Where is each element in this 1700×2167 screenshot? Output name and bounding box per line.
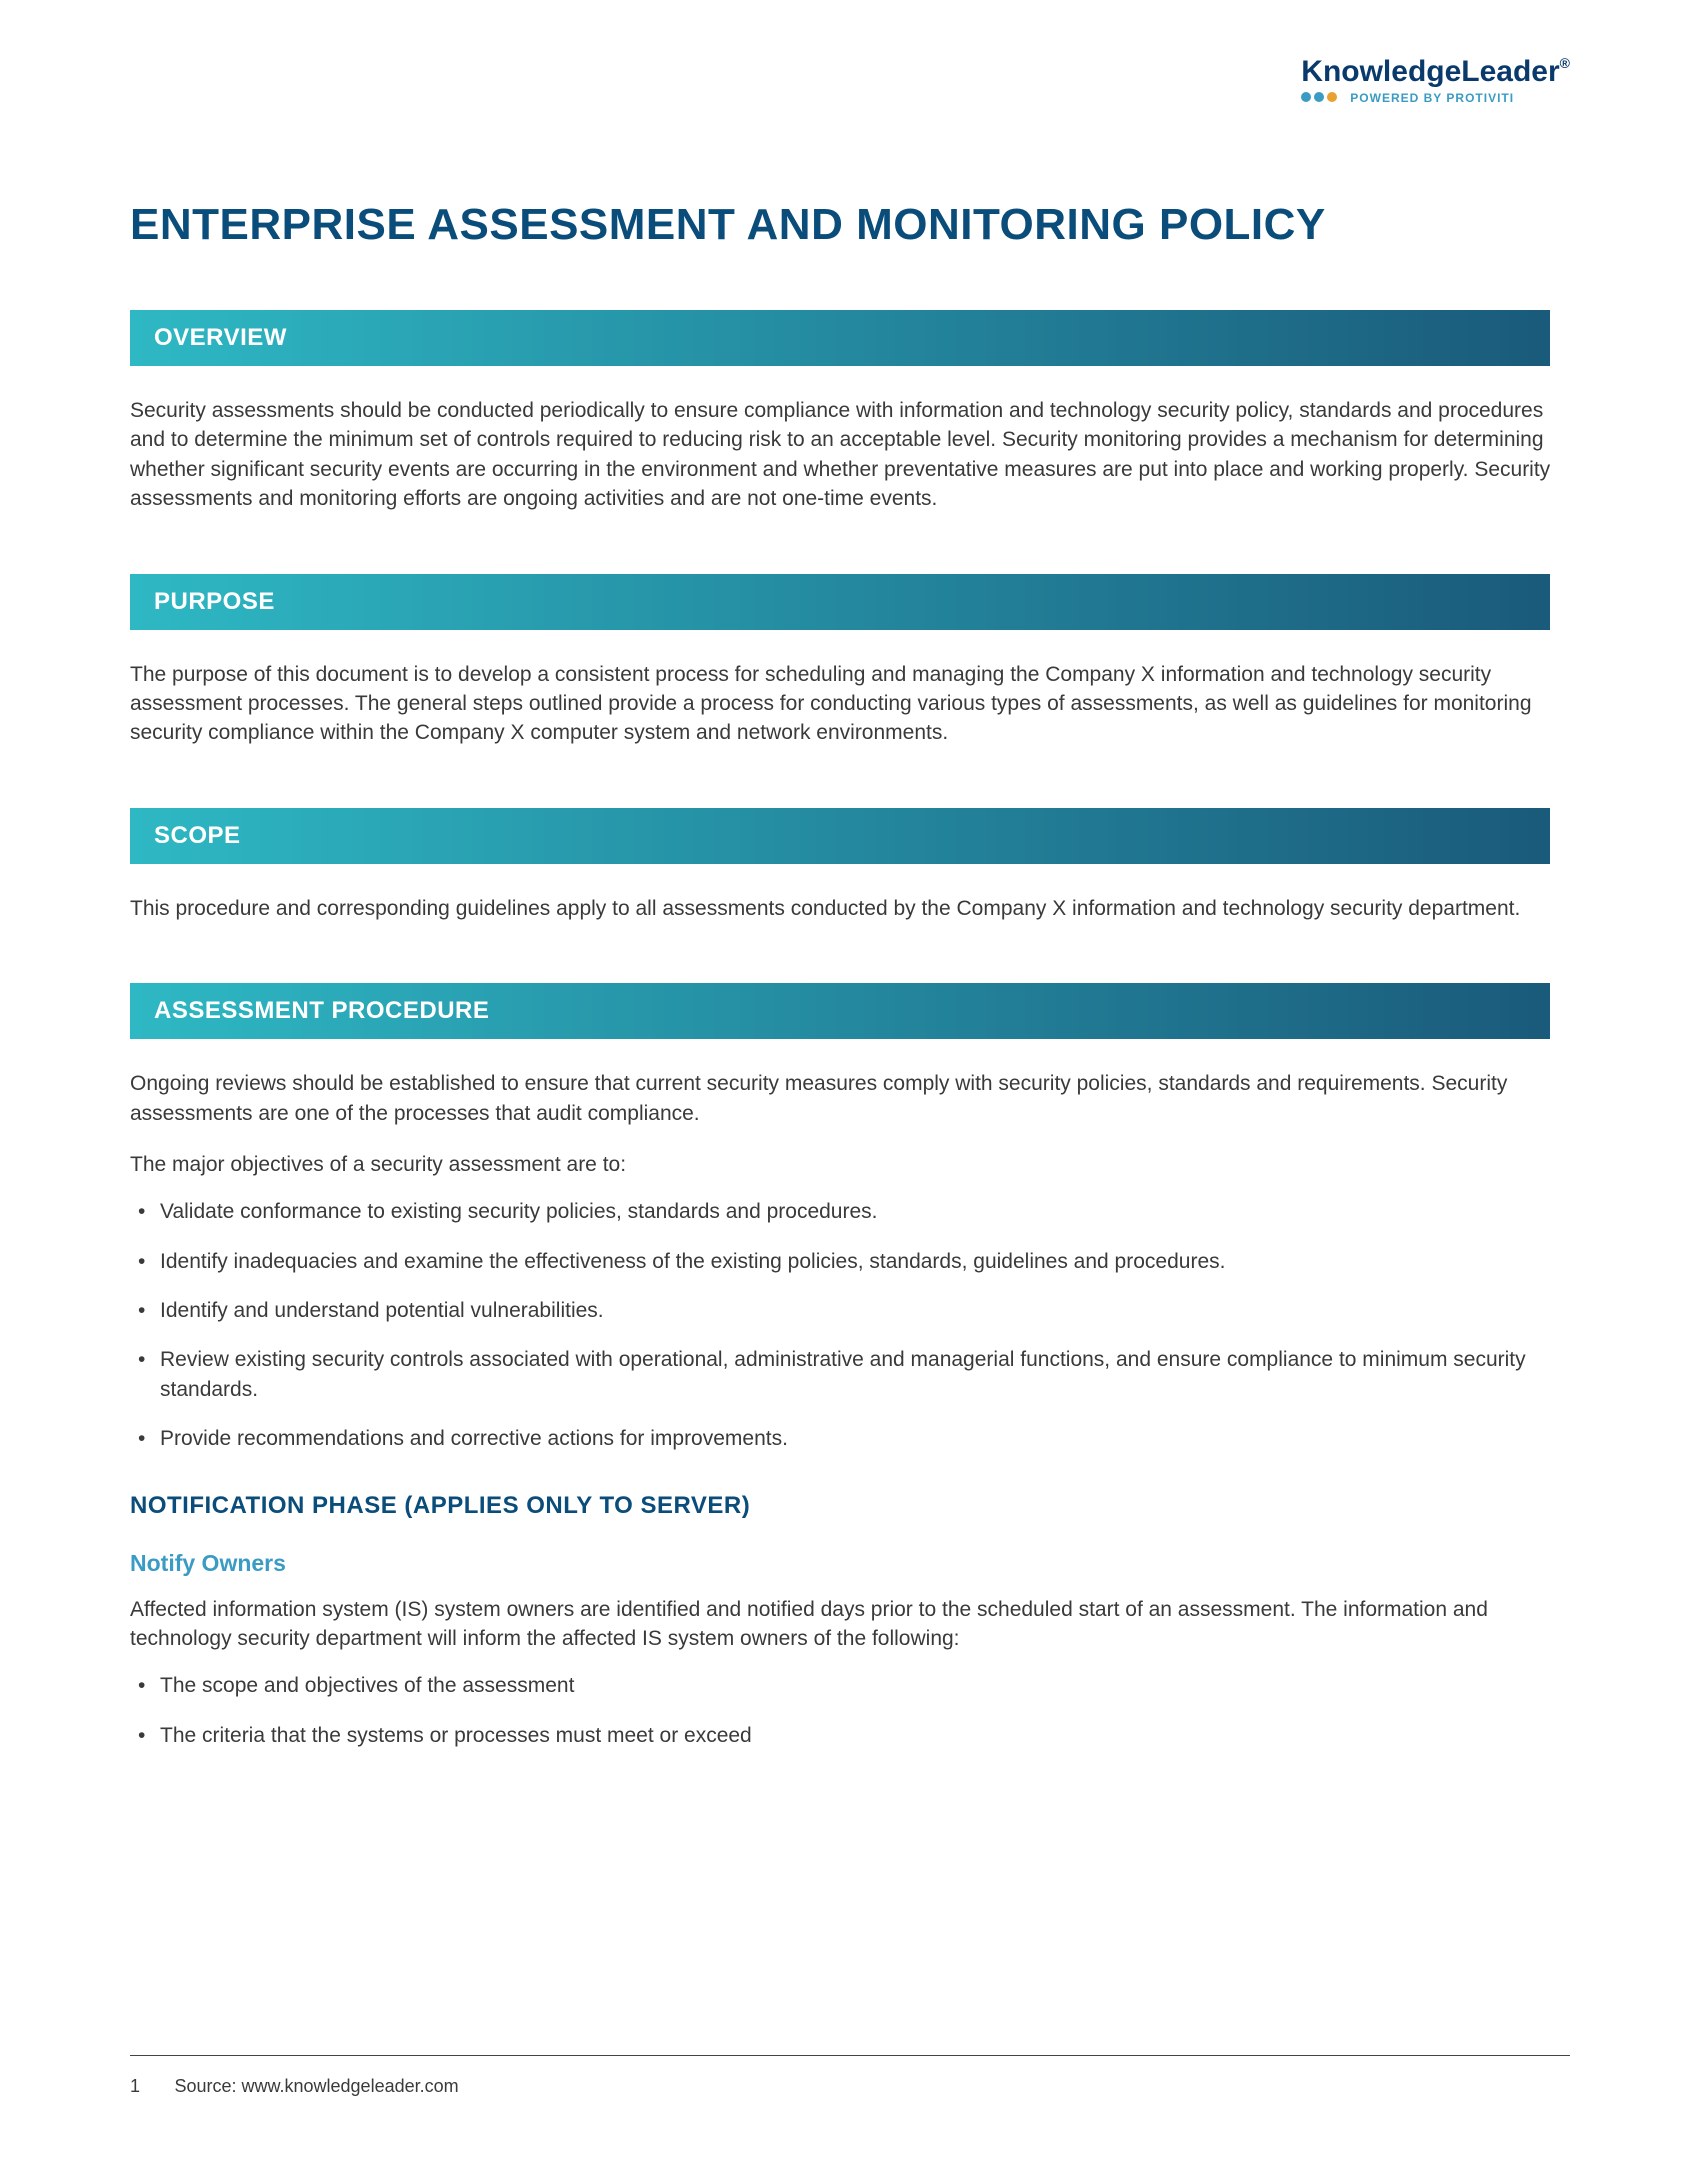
list-item: Provide recommendations and corrective a… [130,1424,1570,1453]
notify-owners-bullet-list: The scope and objectives of the assessme… [130,1671,1570,1750]
purpose-body: The purpose of this document is to devel… [130,660,1570,748]
footer-source: Source: www.knowledgeleader.com [174,2076,458,2096]
page-number: 1 [130,2076,140,2097]
overview-body: Security assessments should be conducted… [130,396,1570,514]
logo-dots-icon [1301,91,1340,105]
procedure-bullet-list: Validate conformance to existing securit… [130,1197,1570,1453]
section-heading-purpose: PURPOSE [130,574,1550,630]
page-title: ENTERPRISE ASSESSMENT AND MONITORING POL… [130,200,1570,250]
procedure-intro-1: Ongoing reviews should be established to… [130,1069,1570,1128]
list-item: Review existing security controls associ… [130,1345,1570,1404]
list-item: Validate conformance to existing securit… [130,1197,1570,1226]
notify-owners-body: Affected information system (IS) system … [130,1595,1570,1654]
logo-tagline: POWERED BY PROTIVITI [1301,91,1570,105]
logo-tagline-text: POWERED BY PROTIVITI [1350,91,1514,105]
logo-title: KnowledgeLeader® [1301,55,1570,89]
page-footer: 1 Source: www.knowledgeleader.com [130,2055,1570,2097]
logo-trademark: ® [1560,55,1570,71]
dot-icon [1327,92,1337,102]
brand-logo: KnowledgeLeader® POWERED BY PROTIVITI [1301,55,1570,105]
notify-owners-heading: Notify Owners [130,1550,1570,1577]
dot-icon [1301,92,1311,102]
list-item: Identify inadequacies and examine the ef… [130,1247,1570,1276]
notification-phase-heading: NOTIFICATION PHASE (APPLIES ONLY TO SERV… [130,1492,1570,1520]
list-item: Identify and understand potential vulner… [130,1296,1570,1325]
section-heading-procedure: ASSESSMENT PROCEDURE [130,983,1550,1039]
procedure-intro-2: The major objectives of a security asses… [130,1150,1570,1179]
list-item: The criteria that the systems or process… [130,1721,1570,1750]
section-heading-scope: SCOPE [130,808,1550,864]
section-heading-overview: OVERVIEW [130,310,1550,366]
list-item: The scope and objectives of the assessme… [130,1671,1570,1700]
dot-icon [1314,92,1324,102]
logo-text: KnowledgeLeader [1301,55,1559,88]
document-page: KnowledgeLeader® POWERED BY PROTIVITI EN… [0,0,1700,2167]
scope-body: This procedure and corresponding guideli… [130,894,1570,923]
